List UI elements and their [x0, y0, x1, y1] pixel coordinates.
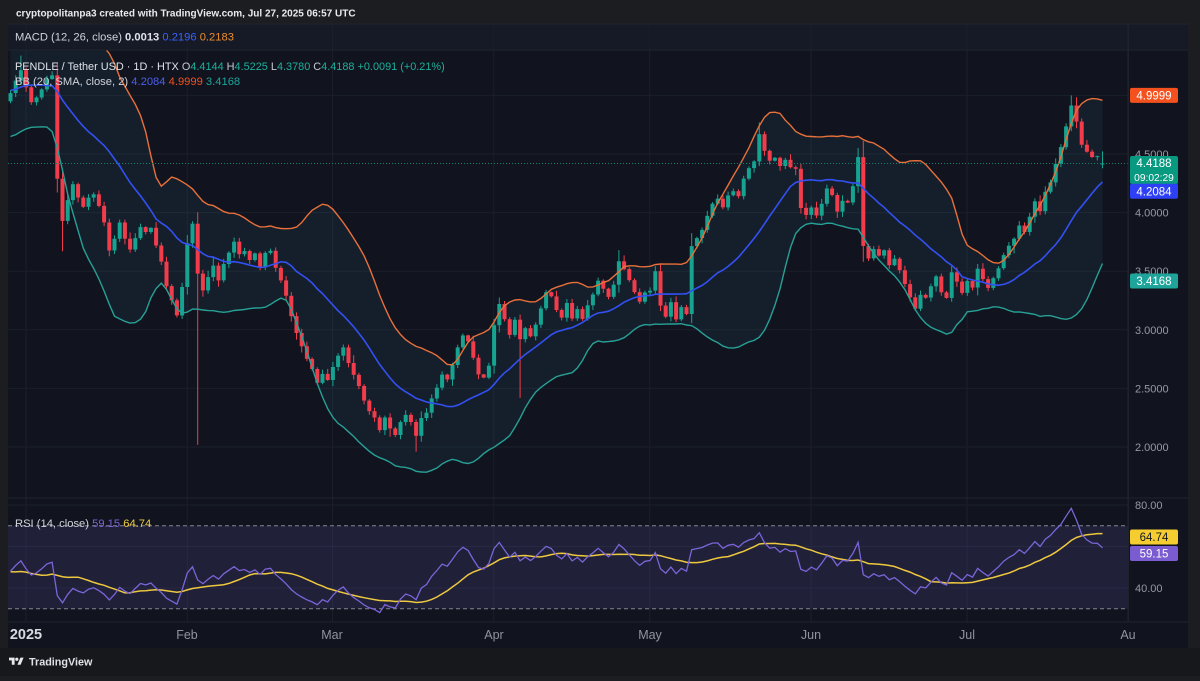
svg-text:4.0000: 4.0000 — [1135, 208, 1169, 220]
svg-text:2025: 2025 — [10, 627, 42, 643]
svg-text:cryptopolitanpa3 created with: cryptopolitanpa3 created with TradingVie… — [16, 9, 356, 20]
svg-text:Jun: Jun — [801, 628, 821, 642]
svg-text:4.2084: 4.2084 — [1136, 186, 1172, 198]
svg-text:Au: Au — [1120, 628, 1135, 642]
svg-text:09:02:29: 09:02:29 — [1134, 173, 1174, 184]
svg-text:MACD (12, 26, close) 0.0013 0: MACD (12, 26, close) 0.0013 0.2196 0.218… — [15, 32, 234, 44]
svg-text:2.5000: 2.5000 — [1135, 383, 1169, 395]
svg-text:3.4168: 3.4168 — [1136, 276, 1171, 288]
svg-text:2.0000: 2.0000 — [1135, 442, 1169, 454]
svg-text:RSI (14, close) 59.15 64.74: RSI (14, close) 59.15 64.74 — [15, 518, 151, 530]
svg-text:Apr: Apr — [484, 628, 503, 642]
svg-text:Feb: Feb — [176, 628, 198, 642]
svg-text:4.4188: 4.4188 — [1136, 158, 1171, 170]
svg-text:May: May — [638, 628, 662, 642]
svg-text:64.74: 64.74 — [1140, 532, 1169, 544]
svg-text:PENDLE / Tether USD · 1D · HTX: PENDLE / Tether USD · 1D · HTX O4.4144 H… — [15, 61, 445, 73]
svg-text:59.15: 59.15 — [1140, 549, 1169, 561]
svg-text:TradingView: TradingView — [29, 657, 93, 669]
svg-text:BB (20, SMA, close, 2) 4.2084: BB (20, SMA, close, 2) 4.2084 4.9999 3.4… — [15, 76, 240, 88]
svg-text:80.00: 80.00 — [1135, 500, 1163, 512]
svg-text:4.9999: 4.9999 — [1136, 90, 1171, 102]
svg-text:Mar: Mar — [321, 628, 343, 642]
svg-text:40.00: 40.00 — [1135, 583, 1163, 595]
svg-text:Jul: Jul — [959, 628, 975, 642]
svg-text:3.0000: 3.0000 — [1135, 325, 1169, 337]
